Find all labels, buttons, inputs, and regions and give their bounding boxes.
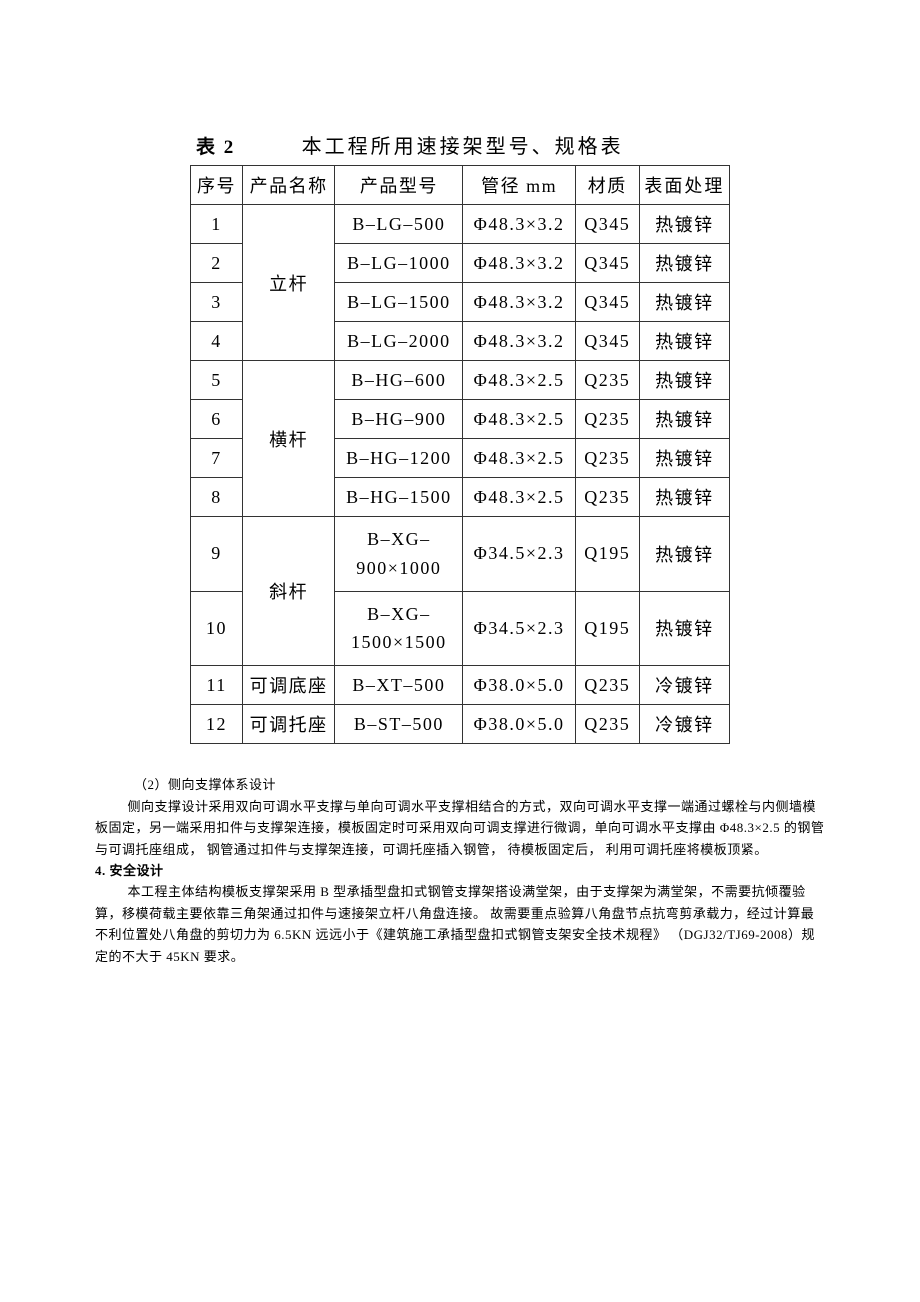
cell-diameter: Φ48.3×2.5	[463, 400, 575, 439]
cell-material: Q345	[575, 244, 639, 283]
cell-treatment: 热镀锌	[639, 591, 729, 666]
cell-diameter: Φ38.0×5.0	[463, 666, 575, 705]
cell-product-name: 横杆	[243, 361, 335, 517]
cell-treatment: 热镀锌	[639, 283, 729, 322]
cell-material: Q195	[575, 591, 639, 666]
table-row: 11可调底座B–XT–500Φ38.0×5.0Q235冷镀锌	[191, 666, 730, 705]
body-text: （2）侧向支撑体系设计 侧向支撑设计采用双向可调水平支撑与单向可调水平支撑相结合…	[95, 774, 825, 967]
cell-diameter: Φ34.5×2.3	[463, 591, 575, 666]
th-treat: 表面处理	[639, 166, 729, 205]
cell-material: Q235	[575, 439, 639, 478]
cell-seq: 1	[191, 205, 243, 244]
cell-model: B–XG–1500×1500	[335, 591, 463, 666]
cell-material: Q195	[575, 517, 639, 592]
cell-treatment: 热镀锌	[639, 517, 729, 592]
cell-seq: 8	[191, 478, 243, 517]
th-mat: 材质	[575, 166, 639, 205]
spec-table: 序号 产品名称 产品型号 管径 mm 材质 表面处理 1立杆B–LG–500Φ4…	[190, 165, 730, 744]
cell-diameter: Φ48.3×3.2	[463, 322, 575, 361]
cell-product-name: 斜杆	[243, 517, 335, 666]
th-seq: 序号	[191, 166, 243, 205]
cell-product-name: 可调托座	[243, 705, 335, 744]
cell-treatment: 热镀锌	[639, 439, 729, 478]
cell-model: B–HG–1500	[335, 478, 463, 517]
cell-material: Q345	[575, 322, 639, 361]
cell-diameter: Φ48.3×2.5	[463, 439, 575, 478]
cell-material: Q235	[575, 705, 639, 744]
table-row: 9斜杆B–XG–900×1000Φ34.5×2.3Q195热镀锌	[191, 517, 730, 592]
table-row: 1立杆B–LG–500Φ48.3×3.2Q345热镀锌	[191, 205, 730, 244]
cell-seq: 3	[191, 283, 243, 322]
cell-model: B–LG–500	[335, 205, 463, 244]
cell-seq: 4	[191, 322, 243, 361]
para-2-body: 侧向支撑设计采用双向可调水平支撑与单向可调水平支撑相结合的方式，双向可调水平支撑…	[95, 796, 825, 860]
cell-treatment: 热镀锌	[639, 244, 729, 283]
cell-treatment: 冷镀锌	[639, 705, 729, 744]
cell-treatment: 热镀锌	[639, 322, 729, 361]
para-2-title: （2）侧向支撑体系设计	[95, 774, 825, 795]
cell-seq: 10	[191, 591, 243, 666]
cell-model: B–LG–2000	[335, 322, 463, 361]
cell-treatment: 热镀锌	[639, 361, 729, 400]
cell-seq: 11	[191, 666, 243, 705]
cell-model: B–ST–500	[335, 705, 463, 744]
cell-diameter: Φ48.3×3.2	[463, 283, 575, 322]
cell-seq: 12	[191, 705, 243, 744]
cell-model: B–HG–1200	[335, 439, 463, 478]
cell-model: B–XG–900×1000	[335, 517, 463, 592]
th-model: 产品型号	[335, 166, 463, 205]
section-4-body: 本工程主体结构模板支撑架采用 B 型承插型盘扣式钢管支撑架搭设满堂架，由于支撑架…	[95, 881, 825, 967]
cell-material: Q345	[575, 205, 639, 244]
cell-material: Q235	[575, 666, 639, 705]
cell-treatment: 热镀锌	[639, 205, 729, 244]
cell-treatment: 热镀锌	[639, 400, 729, 439]
cell-diameter: Φ48.3×2.5	[463, 361, 575, 400]
cell-diameter: Φ48.3×2.5	[463, 478, 575, 517]
spec-table-wrapper: 表 2 本工程所用速接架型号、规格表 序号 产品名称 产品型号 管径 mm 材质…	[190, 130, 730, 744]
cell-treatment: 热镀锌	[639, 478, 729, 517]
cell-material: Q235	[575, 361, 639, 400]
cell-seq: 7	[191, 439, 243, 478]
th-name: 产品名称	[243, 166, 335, 205]
section-4-header: 4. 安全设计	[95, 860, 825, 881]
cell-model: B–XT–500	[335, 666, 463, 705]
cell-seq: 5	[191, 361, 243, 400]
cell-model: B–LG–1500	[335, 283, 463, 322]
cell-model: B–HG–900	[335, 400, 463, 439]
cell-model: B–LG–1000	[335, 244, 463, 283]
th-diam: 管径 mm	[463, 166, 575, 205]
cell-material: Q345	[575, 283, 639, 322]
cell-diameter: Φ48.3×3.2	[463, 244, 575, 283]
cell-seq: 9	[191, 517, 243, 592]
cell-diameter: Φ34.5×2.3	[463, 517, 575, 592]
cell-product-name: 可调底座	[243, 666, 335, 705]
table-row: 5横杆B–HG–600Φ48.3×2.5Q235热镀锌	[191, 361, 730, 400]
cell-seq: 6	[191, 400, 243, 439]
table-caption-number: 表 2	[196, 132, 235, 159]
table-caption-title: 本工程所用速接架型号、规格表	[235, 130, 730, 159]
cell-diameter: Φ48.3×3.2	[463, 205, 575, 244]
cell-material: Q235	[575, 400, 639, 439]
cell-seq: 2	[191, 244, 243, 283]
cell-model: B–HG–600	[335, 361, 463, 400]
cell-product-name: 立杆	[243, 205, 335, 361]
cell-diameter: Φ38.0×5.0	[463, 705, 575, 744]
table-header-row: 序号 产品名称 产品型号 管径 mm 材质 表面处理	[191, 166, 730, 205]
table-row: 12可调托座B–ST–500Φ38.0×5.0Q235冷镀锌	[191, 705, 730, 744]
cell-treatment: 冷镀锌	[639, 666, 729, 705]
cell-material: Q235	[575, 478, 639, 517]
table-caption: 表 2 本工程所用速接架型号、规格表	[190, 130, 730, 159]
